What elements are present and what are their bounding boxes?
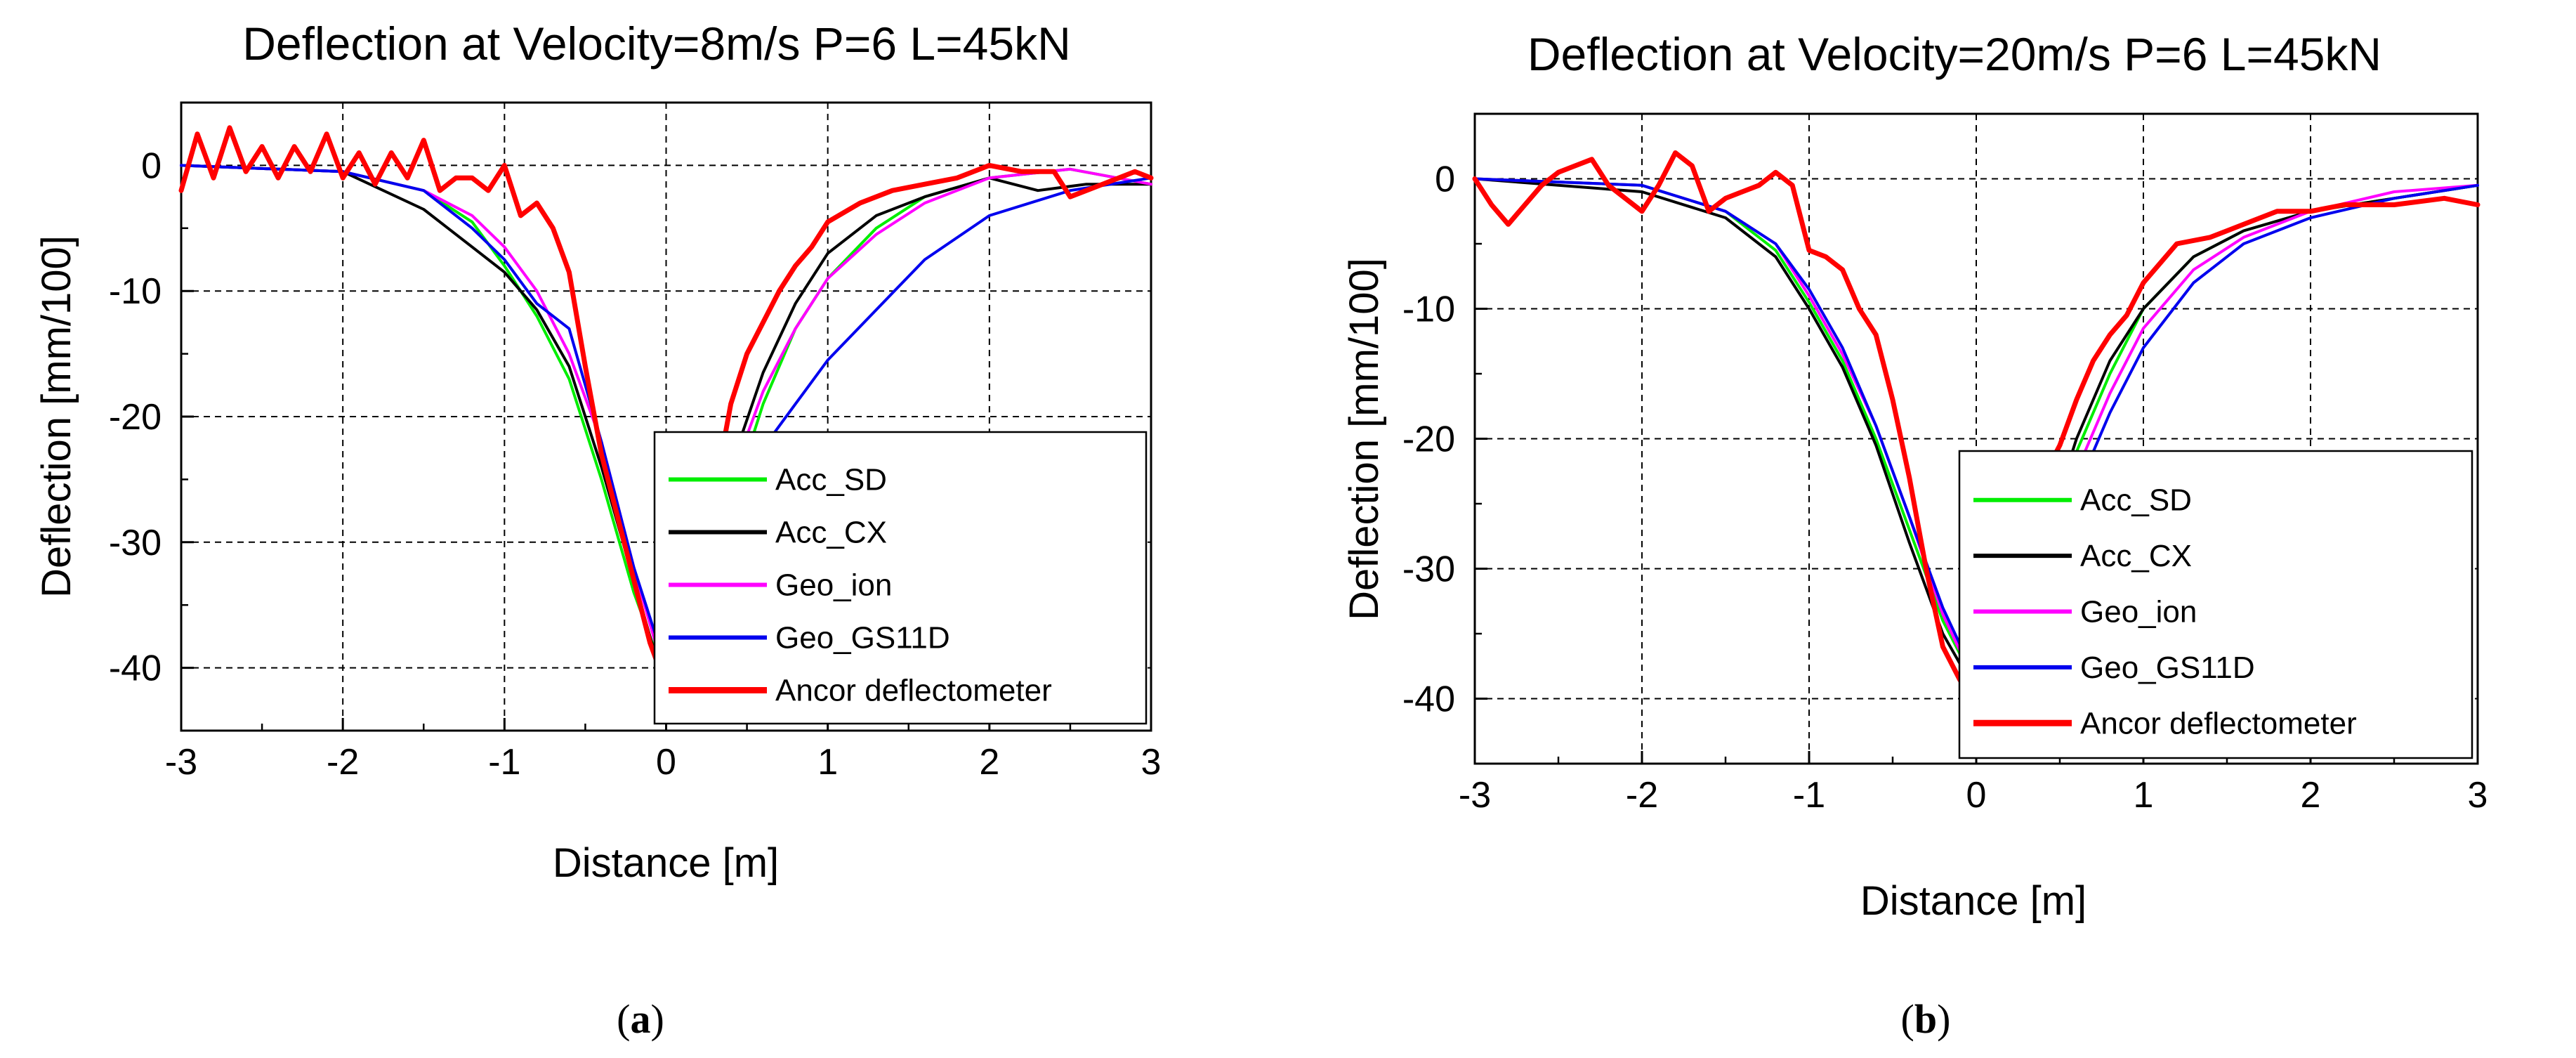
chart-a-x-axis-label: Distance [m] (553, 840, 779, 886)
chart-a-x-tick-label: -1 (488, 742, 520, 783)
chart-a-y-tick-label: 0 (141, 145, 162, 186)
chart-b-legend-label-4: Ancor deflectometer (2080, 706, 2357, 740)
chart-a-legend-label-1: Acc_CX (775, 516, 887, 550)
chart-b-y-tick-label: -10 (1402, 289, 1455, 330)
chart-b-legend-box (1958, 450, 2473, 759)
chart-b-y-axis-label: Deflection [mm/100] (1341, 258, 1387, 620)
chart-b-x-tick-label: -1 (1793, 775, 1825, 816)
chart-b-x-tick-label: 3 (2468, 775, 2488, 816)
chart-a: Deflection at Velocity=8m/s P=6 L=45kN -… (34, 18, 1161, 1042)
chart-a-y-tick-label: -30 (109, 523, 162, 563)
chart-a-legend: Acc_SD Acc_CX Geo_ion Geo_GS11D Ancor deflec… (653, 431, 1148, 725)
chart-b: Deflection at Velocity=20m/s P=6 L=45kN … (1341, 28, 2488, 1042)
chart-a-legend-label-2: Geo_ion (775, 568, 892, 603)
chart-a-legend-label-3: Geo_GS11D (775, 621, 950, 655)
chart-a-series (178, 125, 1154, 695)
chart-b-y-tick-label: -20 (1402, 419, 1455, 460)
chart-a-x-tick-label: -2 (327, 742, 359, 783)
chart-b-legend-label-2: Geo_ion (2080, 595, 2197, 629)
panel-label-b: (b) (1901, 996, 1951, 1042)
chart-a-x-tick-label: 2 (979, 742, 999, 783)
chart-b-legend-label-3: Geo_GS11D (2080, 651, 2255, 685)
chart-a-series-line-4 (178, 125, 1154, 689)
chart-b-tick-labels: -3 -2 -1 0 1 2 30-10-20-30-40 (1402, 159, 2488, 816)
chart-b-x-axis-label: Distance [m] (1860, 878, 2087, 924)
chart-b-legend-label-1: Acc_CX (2080, 539, 2192, 573)
chart-b-x-tick-label: -3 (1459, 775, 1491, 816)
chart-a-x-tick-label: 1 (817, 742, 838, 783)
chart-b-x-tick-label: 2 (2301, 775, 2321, 816)
chart-a-y-tick-label: -10 (109, 271, 162, 312)
chart-a-y-tick-label: -40 (109, 648, 162, 689)
chart-a-title: Deflection at Velocity=8m/s P=6 L=45kN (242, 18, 1071, 70)
chart-b-legend: Acc_SD Acc_CX Geo_ion Geo_GS11D Ancor deflec… (1958, 450, 2473, 759)
chart-b-legend-label-0: Acc_SD (2080, 483, 2192, 518)
chart-a-x-tick-label: -3 (165, 742, 197, 783)
panel-label-a: (a) (617, 996, 664, 1042)
chart-a-y-tick-label: -20 (109, 397, 162, 438)
chart-b-title: Deflection at Velocity=20m/s P=6 L=45kN (1527, 28, 2381, 80)
chart-b-x-tick-label: 0 (1966, 775, 1987, 816)
chart-b-x-tick-label: 1 (2134, 775, 2154, 816)
chart-a-legend-label-4: Ancor deflectometer (775, 674, 1052, 708)
chart-b-y-tick-label: -40 (1402, 679, 1455, 720)
chart-b-series-line-4 (1472, 150, 2480, 708)
chart-a-tick-labels: -3 -2 -1 0 1 2 30-10-20-30-40 (109, 145, 1162, 783)
chart-b-x-tick-label: -2 (1626, 775, 1658, 816)
chart-a-x-tick-label: 0 (656, 742, 676, 783)
chart-a-y-axis-label: Deflection [mm/100] (34, 235, 79, 598)
chart-b-y-tick-label: -30 (1402, 549, 1455, 590)
chart-b-y-tick-label: 0 (1435, 159, 1455, 200)
chart-a-legend-label-0: Acc_SD (775, 463, 887, 497)
chart-a-x-tick-label: 3 (1141, 742, 1162, 783)
